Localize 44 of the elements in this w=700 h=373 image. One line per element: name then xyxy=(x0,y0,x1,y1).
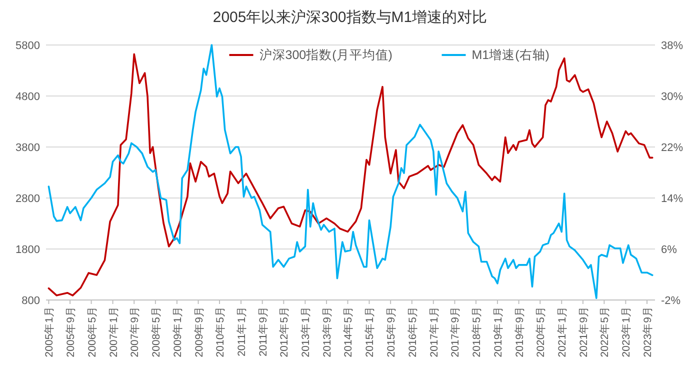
x-tick-label: 2007年9月 xyxy=(129,306,142,358)
x-tick-label: 2011年9月 xyxy=(257,306,270,356)
x-tick-label: 2020年5月 xyxy=(535,306,548,358)
x-tick-label: 2019年9月 xyxy=(514,306,526,358)
x-tick-label: 2021年9月 xyxy=(578,306,590,358)
x-tick-label: 2018年5月 xyxy=(470,306,483,358)
x-tick-label: 2010年5月 xyxy=(214,306,227,358)
y2-tick-label: 14% xyxy=(661,193,684,205)
y2-tick-label: 6% xyxy=(661,244,678,256)
x-tick-label: 2017年1月 xyxy=(428,306,440,358)
x-tick-label: 2014年5月 xyxy=(342,306,355,358)
x-tick-label: 2021年1月 xyxy=(556,306,569,358)
y-tick-label: 3800 xyxy=(16,142,40,154)
y-tick-label: 4800 xyxy=(16,91,40,103)
x-tick-label: 2023年9月 xyxy=(642,306,654,358)
x-tick-label: 2013年1月 xyxy=(300,306,312,358)
x-tick-label: 2023年1月 xyxy=(620,306,633,358)
x-tick-label: 2016年5月 xyxy=(406,306,419,358)
x-tick-label: 2012年5月 xyxy=(278,306,291,358)
y2-tick-label: 30% xyxy=(661,91,684,103)
x-tick-label: 2015年1月 xyxy=(364,306,376,358)
x-tick-label: 2009年1月 xyxy=(172,306,184,358)
y2-tick-label: 38% xyxy=(661,40,684,52)
x-tick-label: 2022年5月 xyxy=(599,306,612,358)
x-tick-label: 2009年9月 xyxy=(193,306,206,358)
y2-tick-label: 22% xyxy=(661,142,684,154)
y2-tick-label: -2% xyxy=(661,295,681,307)
x-tick-label: 2007年1月 xyxy=(108,306,120,358)
x-tick-label: 2015年9月 xyxy=(386,306,398,358)
x-tick-label: 2019年1月 xyxy=(492,306,504,358)
y-tick-label: 1800 xyxy=(16,244,40,256)
x-tick-label: 2005年1月 xyxy=(44,306,56,358)
x-tick-label: 2008年5月 xyxy=(150,306,162,358)
y-tick-label: 800 xyxy=(22,295,40,307)
x-tick-label: 2017年9月 xyxy=(450,306,462,358)
y-tick-label: 5800 xyxy=(16,40,40,52)
x-tick-label: 2013年9月 xyxy=(321,306,334,358)
chart-title: 2005年以来沪深300指数与M1增速的对比 xyxy=(212,9,488,26)
x-tick-label: 2006年5月 xyxy=(86,306,98,358)
y-tick-label: 2800 xyxy=(16,193,40,205)
legend-label: M1增速(右轴) xyxy=(472,48,550,62)
x-tick-label: 2005年9月 xyxy=(65,306,78,358)
x-tick-label: 2011年1月 xyxy=(236,306,248,356)
legend-label: 沪深300指数(月平均值) xyxy=(259,47,392,62)
